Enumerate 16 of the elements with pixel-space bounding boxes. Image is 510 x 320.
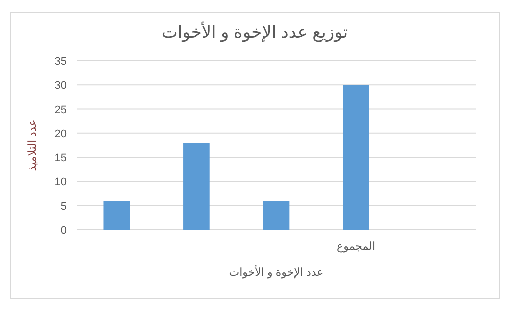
x-axis-title: عدد الإخوة و الأخوات xyxy=(229,265,324,279)
y-tick-label: 5 xyxy=(60,200,67,213)
y-tick-label: 10 xyxy=(54,176,67,189)
y-tick-label: 15 xyxy=(54,152,67,165)
y-tick-label: 30 xyxy=(54,80,67,92)
y-tick-label: 20 xyxy=(54,128,67,140)
chart-title: توزيع عدد الإخوة و الأخوات xyxy=(162,21,348,43)
y-tick-label: 25 xyxy=(54,104,67,116)
bar xyxy=(104,201,130,230)
y-axis-title: عدد التلاميذ xyxy=(27,120,39,172)
x-tick-label: المجموع xyxy=(337,241,376,253)
y-tick-label: 35 xyxy=(54,56,67,68)
bar xyxy=(263,201,290,230)
bar xyxy=(343,85,370,230)
bar xyxy=(184,143,210,230)
y-tick-label: 0 xyxy=(60,225,67,237)
